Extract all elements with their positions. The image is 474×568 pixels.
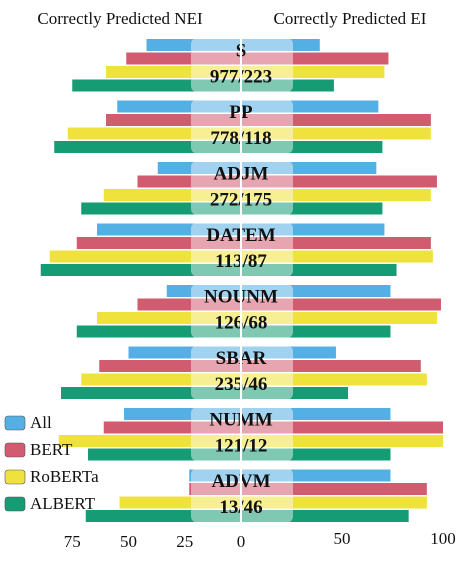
bar-left <box>137 175 241 188</box>
bar-right <box>241 66 385 78</box>
bar-right <box>241 285 391 297</box>
bar-left <box>76 325 241 338</box>
bar-left <box>85 510 241 522</box>
bar-right <box>241 448 391 461</box>
bar-right <box>241 189 431 201</box>
legend-swatch <box>4 442 26 458</box>
bar-left <box>128 346 241 359</box>
bar-right <box>241 346 336 359</box>
bar-left <box>126 52 241 65</box>
legend-label: All <box>30 413 52 432</box>
bar-right <box>241 510 409 522</box>
x-tick-label: 25 <box>176 532 193 551</box>
bar-right <box>241 223 385 236</box>
bar-right <box>241 325 391 338</box>
bar-left <box>189 483 241 495</box>
bar-right <box>241 421 443 434</box>
bar-right <box>241 312 437 324</box>
x-tick-label: 0 <box>237 532 246 551</box>
bar-left <box>54 141 241 153</box>
bar-left <box>61 387 241 399</box>
bar-right <box>241 237 431 249</box>
x-tick-label: 50 <box>334 529 351 548</box>
bar-left <box>117 100 241 113</box>
right-title: Correctly Predicted EI <box>274 9 427 28</box>
legend-label: BERT <box>30 440 73 459</box>
bar-left <box>99 360 241 372</box>
bar-right <box>241 264 397 276</box>
bar-left <box>106 66 241 78</box>
bar-right <box>241 250 433 263</box>
bar-right <box>241 360 421 372</box>
legend-swatch <box>4 496 26 512</box>
bar-left <box>97 312 241 324</box>
legend-swatch <box>4 415 26 431</box>
bar-left <box>103 189 241 201</box>
legend-swatch <box>4 469 26 485</box>
x-tick-label: 75 <box>64 532 81 551</box>
bar-right <box>241 100 379 113</box>
bar-left <box>88 448 241 461</box>
bar-right <box>241 483 427 495</box>
bar-right <box>241 408 391 420</box>
bar-left <box>67 127 241 140</box>
bar-right <box>241 79 334 92</box>
bar-left <box>97 223 241 236</box>
bar-left <box>81 373 241 386</box>
bar-right <box>241 435 443 447</box>
bar-left <box>146 39 241 51</box>
legend-label: RoBERTa <box>30 467 99 486</box>
bar-right <box>241 373 427 386</box>
bar-left <box>137 298 241 311</box>
bar-left <box>189 469 241 482</box>
bar-right <box>241 141 383 153</box>
bar-right <box>241 39 320 51</box>
bar-left <box>72 79 241 92</box>
bar-right <box>241 162 377 174</box>
bar-left <box>166 285 241 297</box>
bar-left <box>157 162 241 174</box>
bar-right <box>241 52 389 65</box>
bar-right <box>241 202 383 215</box>
x-tick-label: 50 <box>120 532 137 551</box>
bar-right <box>241 298 441 311</box>
bar-right <box>241 114 431 126</box>
bar-right <box>241 496 427 509</box>
x-tick-label: 100 <box>430 529 456 548</box>
bar-left <box>106 114 241 126</box>
bar-left <box>103 421 241 434</box>
bar-right <box>241 469 391 482</box>
bar-right <box>241 127 431 140</box>
legend-label: ALBERT <box>30 494 96 513</box>
bar-left <box>81 202 241 215</box>
bar-left <box>124 408 241 420</box>
bar-right <box>241 387 349 399</box>
bar-left <box>49 250 241 263</box>
left-title: Correctly Predicted NEI <box>37 9 203 28</box>
bar-left <box>76 237 241 249</box>
bar-left <box>58 435 241 447</box>
bar-left <box>40 264 241 276</box>
bar-right <box>241 175 437 188</box>
bar-left <box>119 496 241 509</box>
